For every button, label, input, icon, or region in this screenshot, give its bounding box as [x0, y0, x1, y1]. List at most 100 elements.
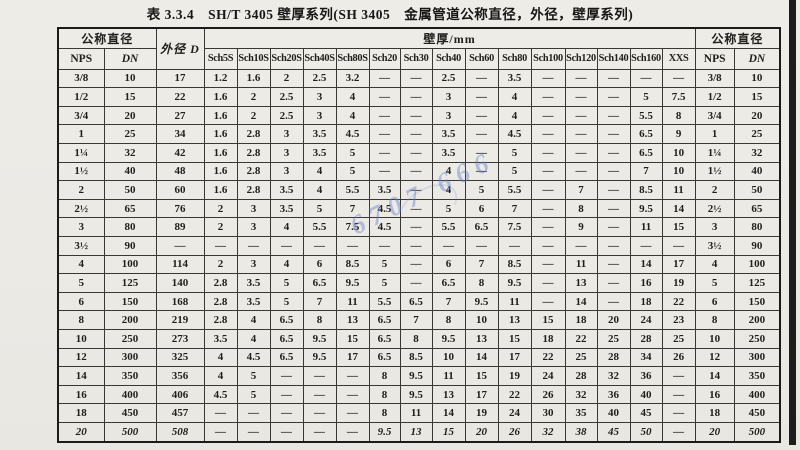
table-cell: 27 [155, 105, 205, 126]
table-row: 1/2 15 22 1.6 2 2.5 3 4— —3—4— — —5 7.5 1/2 15 [57, 87, 781, 107]
table-cell: 8 [368, 366, 401, 386]
table-cell: 1.6 [203, 124, 238, 144]
header-dn-left: DN [103, 47, 157, 70]
table-cell: 25 [661, 329, 696, 349]
table-cell: 8 [564, 198, 598, 219]
table-cell: 10 [694, 329, 735, 349]
table-cell: 4.5 [203, 384, 238, 405]
table-cell: 3/4 [57, 105, 105, 126]
table-cell: 2 [236, 87, 271, 107]
table-row: 2 50 60 1.6 2.8 3.5 4 5.5 3.5—4 5 5.5—7—8.5 11 2 50 [57, 180, 781, 200]
table-cell: 100 [733, 254, 781, 275]
table-cell: 3/8 [57, 68, 105, 89]
table-cell: 8 [368, 403, 401, 424]
table-cell: 25 [596, 329, 631, 349]
table-cell: 2.8 [203, 310, 238, 331]
table-cell: 350 [733, 366, 781, 386]
table-cell: 8 [57, 310, 105, 331]
table-cell: 3 [236, 198, 271, 219]
header-sch20: Sch20 [368, 47, 401, 70]
table-row: 1 25 34 1.6 2.8 3 3.5 4.5— —3.5—4.5— — —6.5 9 1 25 [57, 124, 781, 144]
table-cell: 450 [103, 403, 157, 424]
table-cell: 26 [497, 422, 532, 443]
table-cell: 12 [694, 347, 735, 368]
table-cell: — [596, 291, 631, 312]
table-cell: 4 [302, 180, 337, 200]
table-cell: 6.5 [269, 329, 304, 349]
table-cell: 18 [629, 291, 663, 312]
table-cell: — [464, 124, 499, 144]
table-cell: — [596, 87, 631, 107]
table-cell: 4 [203, 347, 238, 368]
table-cell: — [431, 235, 466, 256]
table-cell: 200 [103, 310, 157, 331]
table-cell: 2.8 [236, 124, 271, 144]
table-cell: 508 [155, 422, 205, 443]
table-cell: 25 [103, 124, 157, 144]
table-cell: 6.5 [368, 347, 401, 368]
table-cell: 3.5 [431, 142, 466, 163]
table-cell: 17 [155, 68, 205, 89]
header-xxs: XXS [661, 47, 696, 70]
table-cell: 23 [661, 310, 696, 331]
table-cell: 76 [155, 198, 205, 219]
table-cell: 4 [236, 329, 271, 349]
header-nps-left: NPS [57, 47, 105, 70]
table-cell: 500 [733, 422, 781, 443]
table-cell: 1 [57, 124, 105, 144]
table-cell: 4 [335, 105, 370, 126]
table-cell: — [564, 68, 598, 89]
header-sch10s: Sch10S [236, 47, 271, 70]
table-cell: 3 [694, 217, 735, 237]
table-cell: 3.5 [236, 291, 271, 312]
table-cell: 14 [629, 254, 663, 275]
table-cell: 7.5 [661, 87, 696, 107]
table-row: 2½ 65 76 2 3 3.5 5 7 4.5—5 6 7—8—9.5 14 2½ 65 [57, 198, 781, 219]
table-cell: — [629, 68, 663, 89]
table-cell: 5 [57, 273, 105, 293]
table-cell: 20 [464, 422, 499, 443]
table-cell: 90 [733, 235, 781, 256]
table-cell: 20 [103, 105, 157, 126]
table-cell: — [464, 235, 499, 256]
table-cell: 168 [155, 291, 205, 312]
table-cell: 4 [269, 254, 304, 275]
table-cell: — [269, 235, 304, 256]
table-cell: 26 [530, 384, 566, 405]
table-cell: 2½ [57, 198, 105, 219]
table-cell: 300 [103, 347, 157, 368]
table-row: 12 300 325 4 4.5 6.5 9.5 17 6.5 8.5 10 14 17 22 25 28 34… [57, 347, 781, 368]
table-cell: — [236, 422, 271, 443]
table-cell: 5 [464, 180, 499, 200]
table-cell: 200 [733, 310, 781, 331]
table-cell: 5 [368, 254, 401, 275]
table-cell: — [464, 87, 499, 107]
table-cell: 42 [155, 142, 205, 163]
table-cell: 50 [733, 180, 781, 200]
table-cell: — [596, 273, 631, 293]
table-cell: — [399, 235, 433, 256]
table-cell: — [302, 384, 337, 405]
table-cell: 13 [497, 310, 532, 331]
table-cell: 30 [530, 403, 566, 424]
table-cell: 14 [57, 366, 105, 386]
table-cell: 80 [103, 217, 157, 237]
table-cell: 50 [103, 180, 157, 200]
table-cell: 24 [629, 310, 663, 331]
table-cell: — [661, 235, 696, 256]
table-cell: — [530, 235, 566, 256]
table-cell: 7 [629, 161, 663, 182]
header-sch100: Sch100 [530, 47, 566, 70]
table-cell: 5 [236, 366, 271, 386]
table-cell: 28 [629, 329, 663, 349]
table-cell: 16 [629, 273, 663, 293]
table-cell: 1.6 [203, 161, 238, 182]
table-cell: 9 [661, 124, 696, 144]
table-cell: 4.5 [368, 198, 401, 219]
table-cell: 45 [629, 403, 663, 424]
table-cell: 3/4 [694, 105, 735, 126]
table-cell: 125 [103, 273, 157, 293]
table-cell: — [596, 180, 631, 200]
table-cell: 4.5 [497, 124, 532, 144]
